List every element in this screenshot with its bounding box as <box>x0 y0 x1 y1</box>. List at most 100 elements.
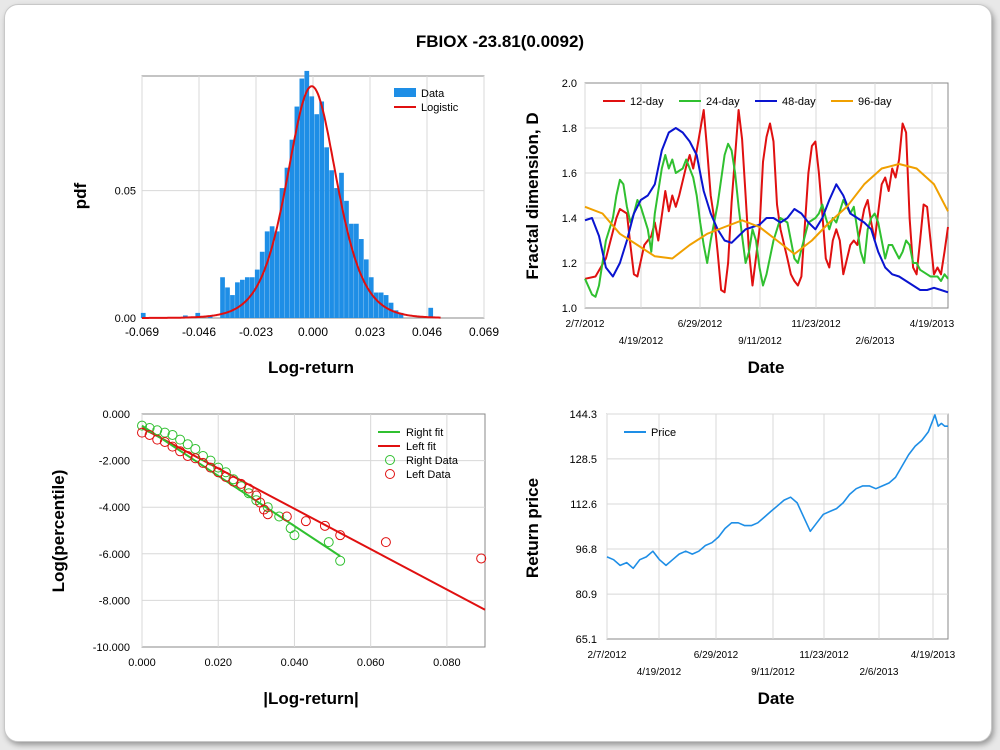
legend-right-data-swatch <box>385 455 395 465</box>
fractal-xtick-label: 2/6/2013 <box>856 336 895 347</box>
price-xtick-label: 6/29/2012 <box>694 650 739 661</box>
left-data-point <box>262 509 273 520</box>
left-data-point <box>213 467 224 478</box>
fractal-xtick-label: 4/19/2013 <box>910 319 955 330</box>
fractal-xlabel: Date <box>748 358 785 377</box>
histogram-bar <box>393 310 399 318</box>
histogram-bar <box>225 287 230 318</box>
histogram-bar <box>304 70 310 318</box>
fractal-series-96-day <box>584 163 949 260</box>
legend-right-data-label: Right Data <box>406 455 459 467</box>
hist-xtick-label: -0.046 <box>182 325 216 339</box>
hist-xtick-label: 0.069 <box>469 325 499 339</box>
histogram-bar <box>284 167 290 318</box>
fractal-series-48-day <box>584 127 949 294</box>
histogram-bar <box>249 277 255 318</box>
right-data-point <box>228 474 239 485</box>
legend-label-24-day: 24-day <box>706 96 740 108</box>
price-ytick-label: 128.5 <box>569 454 597 466</box>
left-data-point <box>243 483 254 494</box>
hist-xtick-label: 0.023 <box>355 325 385 339</box>
tails-xtick-label: 0.060 <box>357 657 385 669</box>
hist-xtick-label: -0.069 <box>125 325 159 339</box>
histogram-bar <box>324 147 329 318</box>
right-data-point <box>335 555 346 566</box>
legend-data-swatch <box>394 88 416 97</box>
left-data-point <box>197 457 208 468</box>
fractal-ytick-label: 1.2 <box>562 258 577 270</box>
price-ylabel: Return price <box>523 478 542 578</box>
left-data-point <box>300 516 311 527</box>
price-plot-border <box>606 413 949 640</box>
price-plot: 144.3 128.5 112.6 96.8 80.9 65.1 2/7/2012 6/29/… <box>569 409 955 678</box>
hist-xtick-label: 0.046 <box>412 325 442 339</box>
left-data-point <box>190 453 201 464</box>
histogram-bar <box>289 139 295 318</box>
left-data-point <box>476 553 487 564</box>
fractal-ylabel: Fractal dimension, D <box>523 112 542 279</box>
fractal-series-12-day <box>584 109 949 294</box>
histogram-bar <box>363 259 369 318</box>
tails-ytick-label: -6.000 <box>99 549 130 561</box>
histogram-bar <box>339 172 344 318</box>
fractal-ytick-label: 1.4 <box>562 213 577 225</box>
left-data-point <box>205 462 216 473</box>
histogram-bar <box>274 231 280 318</box>
tails-ytick-label: -8.000 <box>99 595 130 607</box>
tails-ytick-label: -4.000 <box>99 502 130 514</box>
hist-ytick-label: 0.00 <box>115 313 136 325</box>
tails-xlabel: |Log-return| <box>263 689 358 708</box>
histogram-bar <box>294 106 300 318</box>
plot-layer: -0.069 -0.046 -0.023 0.000 0.023 0.046 0.069 0.… <box>93 70 956 678</box>
right-data-point <box>289 530 300 541</box>
histogram-bar <box>269 226 275 318</box>
legend-label-12-day: 12-day <box>630 96 664 108</box>
left-data-point <box>182 450 193 461</box>
left-data-point <box>236 478 247 489</box>
right-data-point <box>243 488 254 499</box>
histogram-bar <box>344 200 349 318</box>
right-data-point <box>167 429 178 440</box>
right-data-point <box>197 450 208 461</box>
left-data-point <box>319 520 330 531</box>
tails-xtick-label: 0.080 <box>433 657 461 669</box>
histogram-bar <box>220 277 225 318</box>
histogram-bar <box>373 292 379 318</box>
logistic-curve <box>142 85 441 319</box>
right-data-point <box>205 455 216 466</box>
tails-ylabel: Log(percentile) <box>49 470 68 593</box>
fractal-ytick-label: 1.6 <box>562 168 577 180</box>
right-data-point <box>274 511 285 522</box>
histogram-bar <box>259 251 265 318</box>
histogram-bar <box>368 277 374 318</box>
left-data-point <box>380 537 391 548</box>
tails-xtick-label: 0.040 <box>281 657 309 669</box>
fractal-xtick-label: 6/29/2012 <box>678 319 723 330</box>
histogram-plot: -0.069 -0.046 -0.023 0.000 0.023 0.046 0.069 0.… <box>115 70 499 339</box>
fractal-plot: 1.0 1.2 1.4 1.6 1.8 2.0 2/7/2012 6/29/2012 11/23… <box>562 78 955 347</box>
price-xtick-label: 2/7/2012 <box>588 650 627 661</box>
histogram-bar <box>240 279 245 318</box>
histogram-bar <box>428 307 434 318</box>
fractal-xtick-label: 4/19/2012 <box>619 336 664 347</box>
right-data-point <box>182 439 193 450</box>
price-ytick-label: 80.9 <box>576 589 597 601</box>
price-xlabel: Date <box>758 689 795 708</box>
histogram-bar <box>398 312 404 318</box>
fractal-ytick-label: 2.0 <box>562 78 577 90</box>
price-ytick-label: 65.1 <box>576 634 597 646</box>
fractal-xtick-label: 11/23/2012 <box>791 319 841 330</box>
left-data-point <box>144 429 155 440</box>
hist-xtick-label: 0.000 <box>298 325 328 339</box>
right-data-point <box>236 481 247 492</box>
price-xtick-label: 9/11/2012 <box>751 667 795 678</box>
histogram-bar <box>230 295 235 318</box>
left-data-point <box>175 446 186 457</box>
right-data-point <box>220 467 231 478</box>
tails-ytick-label: -10.000 <box>93 642 130 654</box>
legend-right-fit-label: Right fit <box>406 427 443 439</box>
left-data-point <box>220 471 231 482</box>
legend-label-96-day: 96-day <box>858 96 892 108</box>
histogram-bar <box>349 223 354 318</box>
